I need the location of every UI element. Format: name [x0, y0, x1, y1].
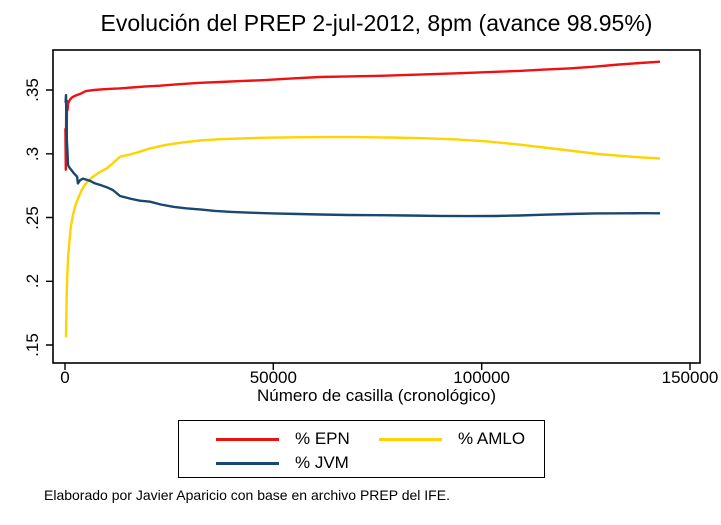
legend-item-epn: % EPN — [216, 427, 379, 451]
x-tick-label-150000: 150000 — [661, 368, 719, 387]
x-tick-label-0: 0 — [60, 368, 70, 387]
plot-border — [52, 49, 701, 364]
x-tick-label-100000: 100000 — [453, 368, 511, 387]
tick-mark-path — [46, 89, 691, 370]
series-line-jvm — [64, 93, 661, 218]
legend-line-sample — [216, 437, 279, 441]
series-line-amlo — [64, 135, 661, 338]
series-lines — [64, 60, 661, 338]
y-tick-label-.25: .25 — [23, 205, 42, 230]
y-tick-label-.35: .35 — [23, 78, 42, 102]
y-tick-label-.15: .15 — [23, 333, 42, 357]
x-axis-title: Número de casilla (cronológico) — [256, 386, 497, 405]
series-line-epn — [64, 60, 661, 171]
legend-line-sample — [379, 437, 442, 441]
footer-note: Elaborado por Javier Aparicio con base e… — [44, 487, 450, 503]
axis-tick-marks — [46, 89, 691, 370]
chart-title: Evolución del PREP 2-jul-2012, 8pm (avan… — [100, 10, 653, 36]
y-tick-label-.3: .3 — [23, 146, 42, 161]
legend-item-jvm: % JVM — [216, 451, 379, 475]
y-tick-label-.2: .2 — [23, 274, 42, 289]
x-tick-label-50000: 50000 — [249, 368, 297, 387]
legend-label: % JVM — [295, 453, 349, 472]
legend-item-amlo: % AMLO — [379, 427, 542, 451]
legend-label: % EPN — [295, 429, 350, 448]
legend-line-sample — [216, 461, 279, 465]
legend: % EPN % AMLO % JVM — [178, 420, 545, 478]
legend-label: % AMLO — [458, 429, 526, 448]
